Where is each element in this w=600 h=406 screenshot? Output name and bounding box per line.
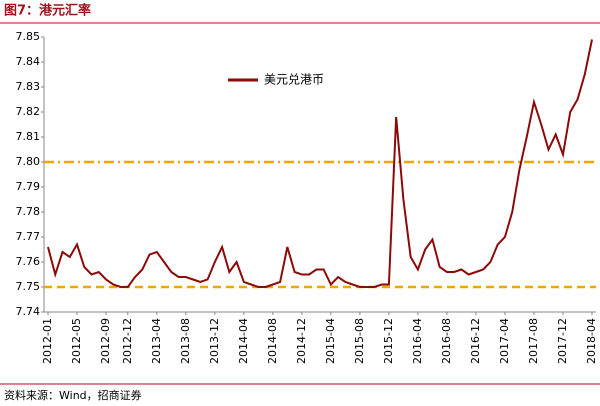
x-tick-label: 2014-04	[237, 318, 250, 364]
x-tick-label: 2012-05	[70, 318, 83, 364]
x-tick-label: 2014-12	[295, 318, 308, 364]
y-tick-label: 7.79	[16, 180, 41, 193]
y-tick-label: 7.83	[16, 80, 41, 93]
y-tick-label: 7.78	[16, 205, 41, 218]
x-tick-label: 2015-04	[324, 318, 337, 364]
series-line	[47, 39, 593, 288]
y-tick-label: 7.85	[16, 30, 41, 43]
x-tick-label: 2016-04	[411, 318, 424, 364]
x-tick-label: 2012-01	[41, 318, 54, 364]
legend-label: 美元兑港币	[264, 73, 324, 87]
x-tick-label: 2016-08	[440, 318, 453, 364]
y-tick-label: 7.82	[16, 105, 41, 118]
chart-title: 图7：港元汇率	[4, 3, 91, 19]
x-tick-label: 2012-12	[121, 318, 134, 364]
y-tick-label: 7.84	[16, 55, 41, 68]
x-tick-label: 2018-04	[585, 318, 598, 364]
x-tick-label: 2012-09	[99, 318, 112, 364]
x-tick-label: 2014-08	[266, 318, 279, 364]
y-tick-label: 7.77	[16, 230, 41, 243]
source-note: 资料来源：Wind，招商证券	[4, 388, 142, 402]
x-tick-label: 2015-08	[353, 318, 366, 364]
x-tick-label: 2017-12	[556, 318, 569, 364]
x-tick-label: 2017-04	[498, 318, 511, 364]
y-tick-label: 7.74	[16, 305, 41, 318]
x-tick-label: 2015-12	[382, 318, 395, 364]
y-tick-label: 7.76	[16, 255, 41, 268]
x-tick-label: 2017-08	[527, 318, 540, 364]
y-tick-label: 7.81	[16, 130, 41, 143]
y-tick-label: 7.75	[16, 280, 41, 293]
x-tick-label: 2013-12	[208, 318, 221, 364]
x-tick-label: 2016-12	[469, 318, 482, 364]
x-tick-label: 2013-04	[150, 318, 163, 364]
x-tick-label: 2013-08	[179, 318, 192, 364]
y-tick-label: 7.80	[16, 155, 41, 168]
